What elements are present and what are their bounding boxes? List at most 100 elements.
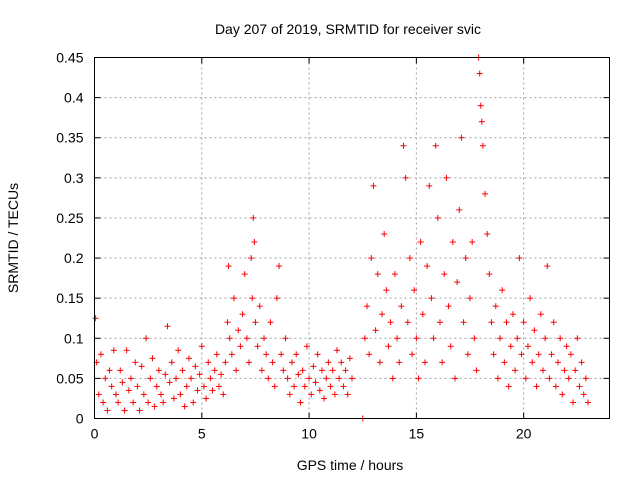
data-point bbox=[299, 367, 306, 374]
data-point bbox=[582, 375, 589, 382]
data-point bbox=[323, 375, 330, 382]
data-point bbox=[490, 351, 497, 358]
data-point bbox=[409, 351, 416, 358]
data-point bbox=[164, 323, 171, 330]
plot-frame bbox=[94, 57, 610, 419]
data-point bbox=[430, 335, 437, 342]
y-tick-label: 0.05 bbox=[56, 370, 83, 386]
data-point bbox=[454, 279, 461, 286]
data-point bbox=[585, 399, 592, 406]
data-point bbox=[104, 407, 111, 414]
data-point bbox=[282, 335, 289, 342]
data-point bbox=[284, 375, 291, 382]
data-point bbox=[552, 383, 559, 390]
data-point bbox=[312, 379, 319, 386]
data-point bbox=[379, 311, 386, 318]
data-point bbox=[160, 399, 167, 406]
data-point bbox=[175, 347, 182, 354]
data-point bbox=[248, 255, 255, 262]
data-point bbox=[115, 399, 122, 406]
data-point bbox=[497, 335, 504, 342]
data-point bbox=[424, 263, 431, 270]
data-point bbox=[376, 359, 383, 366]
data-point bbox=[494, 375, 501, 382]
data-point bbox=[537, 311, 544, 318]
data-point bbox=[209, 387, 216, 394]
y-axis-title: SRMTID / TECUs bbox=[5, 183, 21, 293]
data-point bbox=[340, 383, 347, 390]
data-point bbox=[218, 371, 225, 378]
data-point bbox=[108, 383, 115, 390]
data-point bbox=[173, 375, 180, 382]
chart-title: Day 207 of 2019, SRMTID for receiver svi… bbox=[215, 21, 481, 37]
data-point bbox=[441, 271, 448, 278]
data-point bbox=[121, 407, 128, 414]
data-point bbox=[361, 335, 368, 342]
data-point bbox=[338, 359, 345, 366]
data-point bbox=[181, 403, 188, 410]
y-tick-label: 0.15 bbox=[56, 290, 83, 306]
data-point bbox=[544, 263, 551, 270]
data-point bbox=[276, 263, 283, 270]
data-point bbox=[149, 355, 156, 362]
data-point bbox=[166, 379, 173, 386]
data-point bbox=[158, 391, 165, 398]
data-point bbox=[567, 351, 574, 358]
data-point bbox=[314, 351, 321, 358]
data-point bbox=[222, 359, 229, 366]
data-point bbox=[143, 335, 149, 342]
data-point bbox=[306, 375, 313, 382]
data-point bbox=[436, 319, 443, 326]
data-point bbox=[318, 367, 325, 374]
data-point bbox=[196, 371, 203, 378]
data-point bbox=[406, 255, 413, 262]
data-point bbox=[241, 271, 248, 278]
data-point bbox=[421, 359, 428, 366]
data-point bbox=[368, 255, 375, 262]
data-point bbox=[391, 271, 398, 278]
data-point bbox=[576, 383, 583, 390]
data-point bbox=[462, 255, 469, 262]
data-point bbox=[185, 355, 192, 362]
data-point bbox=[342, 367, 349, 374]
data-point bbox=[443, 174, 450, 181]
data-point bbox=[220, 391, 227, 398]
data-point bbox=[198, 343, 205, 350]
data-point bbox=[492, 303, 499, 310]
data-point bbox=[533, 383, 540, 390]
data-point bbox=[228, 351, 235, 358]
data-point bbox=[102, 375, 109, 382]
data-point bbox=[364, 303, 371, 310]
data-point bbox=[288, 359, 295, 366]
x-tick-labels: 0 5 10 15 20 bbox=[91, 426, 532, 442]
data-point bbox=[271, 383, 278, 390]
data-point bbox=[256, 303, 263, 310]
data-point bbox=[559, 391, 566, 398]
data-points bbox=[92, 54, 592, 422]
data-point bbox=[398, 303, 405, 310]
data-point bbox=[293, 351, 300, 358]
data-point bbox=[207, 375, 214, 382]
data-point bbox=[570, 399, 577, 406]
data-point bbox=[273, 295, 280, 302]
data-point bbox=[138, 363, 145, 370]
data-point bbox=[153, 383, 160, 390]
data-point bbox=[190, 399, 197, 406]
data-point bbox=[349, 375, 355, 382]
data-point bbox=[329, 367, 336, 374]
data-point bbox=[310, 363, 317, 370]
data-point bbox=[478, 118, 485, 125]
data-point bbox=[516, 255, 523, 262]
data-point bbox=[467, 295, 474, 302]
data-point bbox=[203, 395, 210, 402]
axis-ticks bbox=[94, 57, 610, 419]
data-point bbox=[267, 319, 274, 326]
data-point bbox=[542, 335, 549, 342]
data-point bbox=[469, 239, 476, 246]
data-point bbox=[512, 367, 519, 374]
data-point bbox=[396, 359, 403, 366]
data-point bbox=[331, 391, 338, 398]
data-point bbox=[458, 134, 465, 141]
